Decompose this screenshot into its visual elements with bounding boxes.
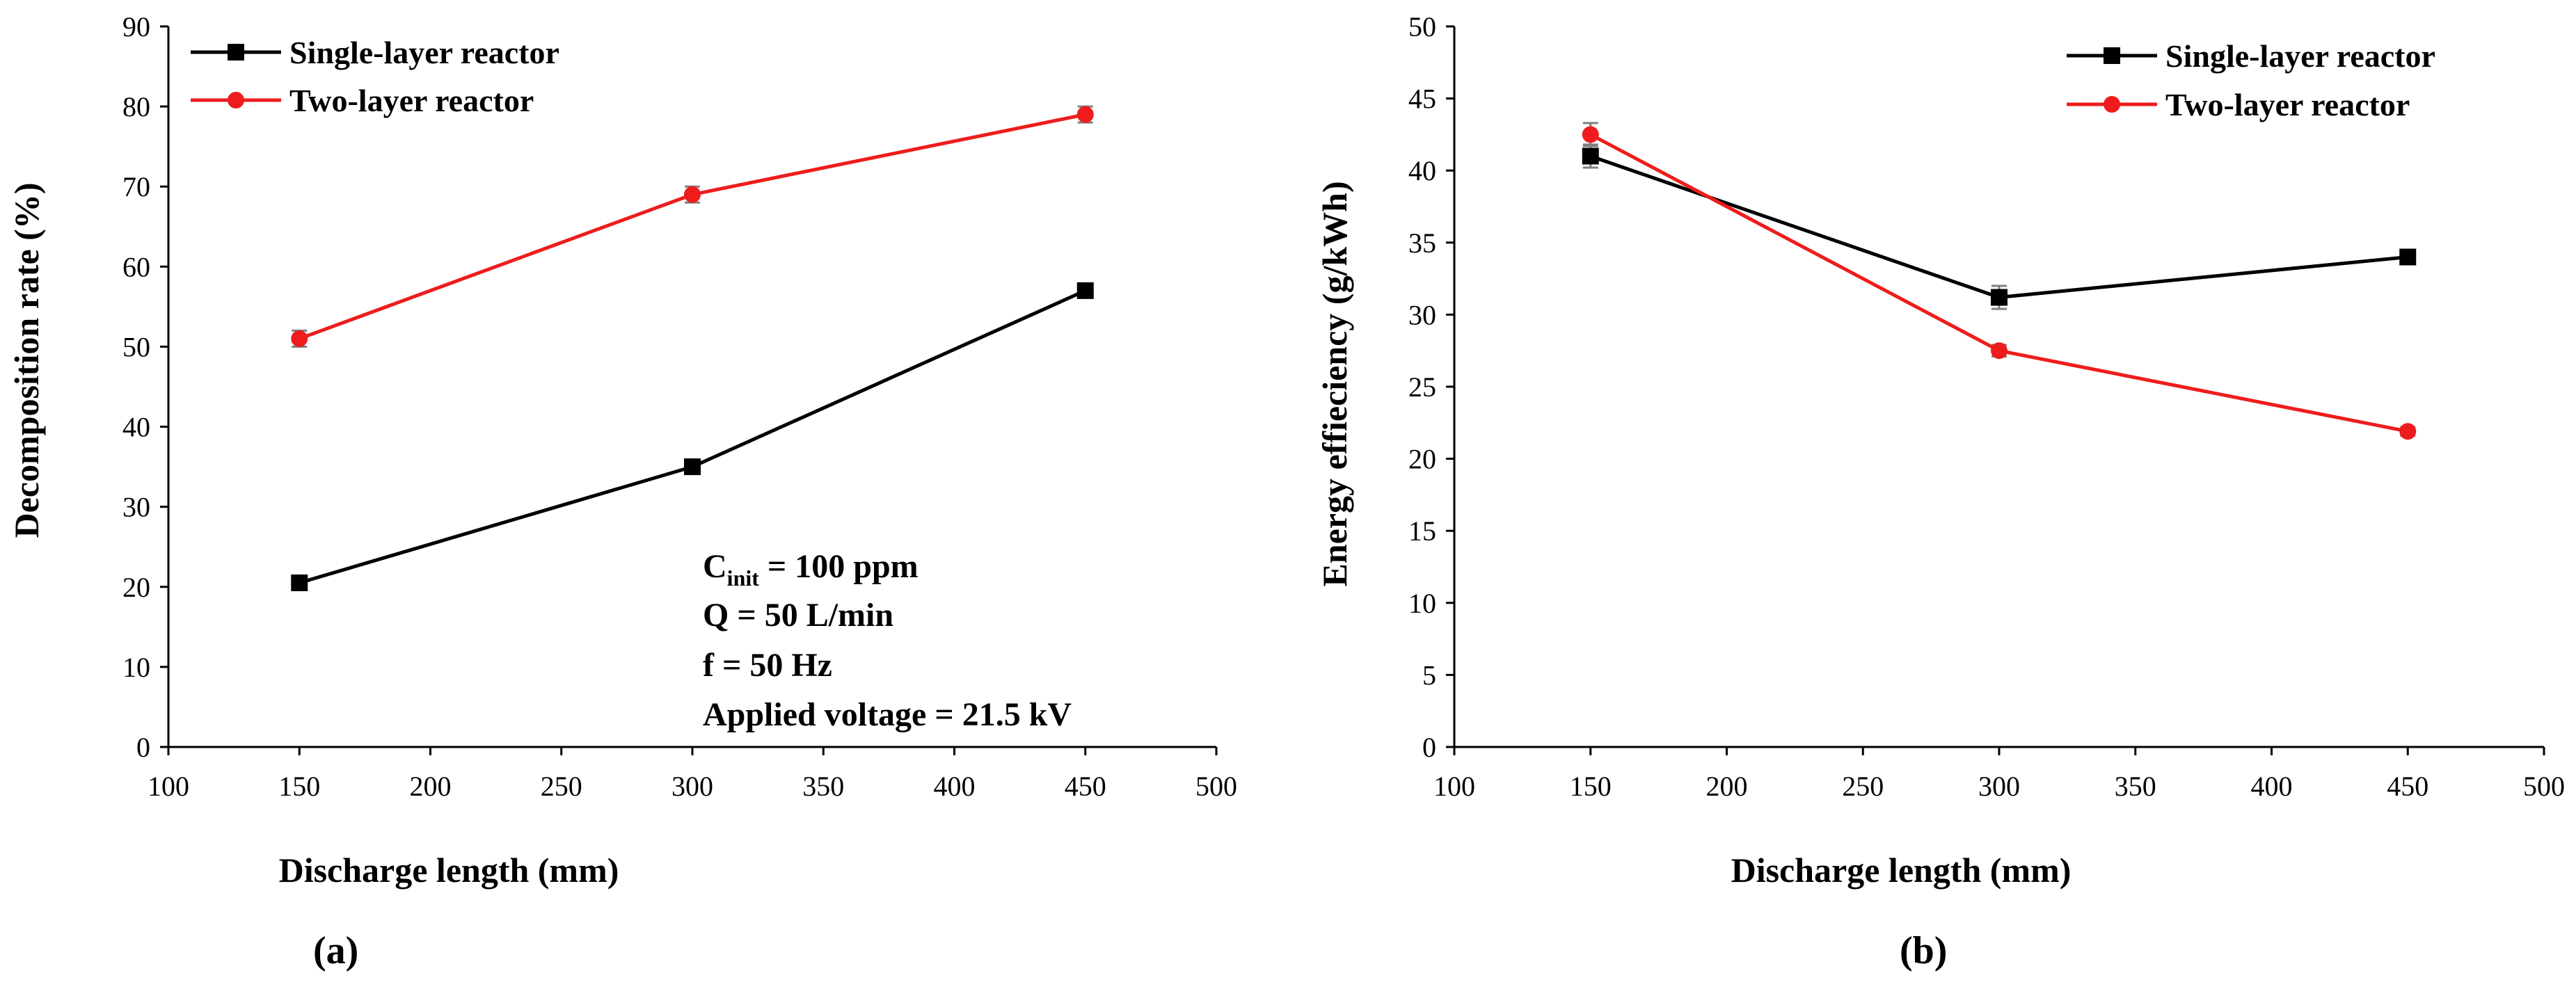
conditions-annotation: Cinit = 100 ppm Q = 50 L/min f = 50 Hz A… bbox=[703, 548, 1072, 733]
y-tick-label: 0 bbox=[136, 732, 150, 763]
annotation-flow: Q = 50 L/min bbox=[703, 597, 893, 634]
y-tick-label: 35 bbox=[1408, 227, 1436, 259]
legend-b: Single-layer reactor Two-layer reactor bbox=[2067, 38, 2435, 122]
legend-label-single-layer-b: Single-layer reactor bbox=[2165, 38, 2435, 74]
y-tick-label: 5 bbox=[1422, 659, 1436, 691]
cinit-main: C bbox=[703, 548, 727, 585]
series-line-single-layer bbox=[299, 289, 1086, 585]
panel-label-b: (b) bbox=[1900, 929, 1947, 972]
y-tick-label: 0 bbox=[1422, 732, 1436, 763]
x-tick-label: 500 bbox=[1195, 771, 1237, 802]
y-tick-label: 30 bbox=[122, 492, 150, 523]
legend-item-two-layer-b: Two-layer reactor bbox=[2067, 87, 2410, 122]
y-tick-label: 25 bbox=[1408, 371, 1436, 403]
x-axis-title-b: Discharge length (mm) bbox=[1731, 851, 2072, 890]
y-tick-label: 20 bbox=[122, 572, 150, 603]
y-tick-label: 30 bbox=[1408, 299, 1436, 330]
data-point-single-layer bbox=[1076, 282, 1094, 299]
x-tick-label: 300 bbox=[1978, 771, 2020, 802]
y-tick-label: 10 bbox=[1408, 588, 1436, 619]
panel-label-a: (a) bbox=[313, 929, 358, 972]
legend-item-two-layer-a: Two-layer reactor bbox=[191, 83, 534, 118]
legend-a: Single-layer reactor Two-layer reactor bbox=[191, 35, 559, 118]
x-tick-label: 200 bbox=[1706, 771, 1748, 802]
x-tick-label: 250 bbox=[1842, 771, 1884, 802]
legend-marker-two-layer-b bbox=[2104, 96, 2120, 113]
x-tick-label: 400 bbox=[2251, 771, 2293, 802]
x-tick-label: 200 bbox=[410, 771, 452, 802]
data-point-two-layer bbox=[1991, 342, 2007, 360]
x-tick-label: 450 bbox=[1065, 771, 1106, 802]
legend-item-single-layer-b: Single-layer reactor bbox=[2067, 38, 2435, 74]
x-tick-label: 500 bbox=[2523, 771, 2565, 802]
legend-marker-two-layer-a bbox=[228, 92, 244, 108]
y-tick-label: 50 bbox=[1408, 11, 1436, 42]
annotation-voltage: Applied voltage = 21.5 kV bbox=[703, 696, 1072, 733]
data-point-single-layer bbox=[1582, 147, 1599, 165]
cinit-subscript: init bbox=[727, 565, 760, 590]
chart-panel-b: 0 5 10 15 20 25 30 35 40 45 50 100 150 200 250 300 350 4… bbox=[1315, 11, 2565, 972]
axes-a bbox=[160, 25, 1218, 755]
annotation-cinit: Cinit = 100 ppm bbox=[703, 548, 919, 590]
x-tick-label: 350 bbox=[802, 771, 844, 802]
data-point-two-layer bbox=[2399, 423, 2417, 440]
markers-a bbox=[291, 106, 1094, 592]
x-tick-labels-a: 100 150 200 250 300 350 400 450 500 bbox=[148, 771, 1237, 802]
markers-b bbox=[1582, 126, 2417, 440]
x-tick-label: 400 bbox=[934, 771, 976, 802]
x-tick-label: 450 bbox=[2387, 771, 2428, 802]
series-line-two-layer bbox=[1589, 133, 2408, 433]
series-line-single-layer bbox=[1589, 154, 2408, 300]
y-tick-label: 60 bbox=[122, 251, 150, 282]
y-tick-label: 40 bbox=[1408, 155, 1436, 186]
legend-marker-single-layer-a bbox=[228, 44, 244, 61]
x-axis-title-a: Discharge length (mm) bbox=[279, 851, 619, 890]
y-tick-label: 80 bbox=[122, 91, 150, 122]
data-point-single-layer bbox=[684, 458, 701, 476]
legend-label-two-layer-b: Two-layer reactor bbox=[2165, 87, 2410, 122]
x-tick-label: 150 bbox=[278, 771, 320, 802]
x-tick-label: 150 bbox=[1570, 771, 1612, 802]
data-point-two-layer bbox=[1076, 106, 1094, 123]
series-lines-b bbox=[1589, 133, 2408, 433]
y-tick-label: 90 bbox=[122, 11, 150, 42]
legend-marker-single-layer-b bbox=[2104, 47, 2120, 64]
x-tick-label: 300 bbox=[671, 771, 713, 802]
data-point-two-layer bbox=[684, 186, 701, 203]
errorbars-b bbox=[1582, 122, 2416, 437]
chart-panel-a: 0 10 20 30 40 50 60 70 80 90 100 150 200 250 300 350 40… bbox=[7, 11, 1237, 972]
x-tick-labels-b: 100 150 200 250 300 350 400 450 500 bbox=[1433, 771, 2565, 802]
x-tick-label: 350 bbox=[2115, 771, 2156, 802]
data-point-two-layer bbox=[291, 330, 308, 347]
x-tick-label: 100 bbox=[148, 771, 189, 802]
annotation-frequency: f = 50 Hz bbox=[703, 647, 832, 684]
y-axis-title-a: Decomposition rate (%) bbox=[7, 183, 46, 538]
x-tick-label: 250 bbox=[541, 771, 582, 802]
y-tick-label: 15 bbox=[1408, 515, 1436, 547]
y-tick-label: 10 bbox=[122, 652, 150, 683]
data-point-two-layer bbox=[1582, 126, 1599, 143]
series-line-two-layer bbox=[299, 113, 1086, 341]
x-tick-label: 100 bbox=[1433, 771, 1475, 802]
data-point-single-layer bbox=[291, 574, 308, 592]
series-lines-a bbox=[299, 113, 1086, 585]
y-tick-label: 40 bbox=[122, 412, 150, 443]
data-point-single-layer bbox=[2399, 248, 2417, 266]
legend-item-single-layer-a: Single-layer reactor bbox=[191, 35, 559, 70]
y-tick-labels-b: 0 5 10 15 20 25 30 35 40 45 50 bbox=[1408, 11, 1436, 763]
y-axis-title-b: Energy effieciency (g/kWh) bbox=[1315, 181, 1354, 586]
y-tick-label: 70 bbox=[122, 171, 150, 202]
axes-b bbox=[1446, 25, 2545, 755]
y-tick-label: 20 bbox=[1408, 444, 1436, 475]
data-point-single-layer bbox=[1991, 289, 2007, 306]
cinit-value: = 100 ppm bbox=[759, 548, 919, 585]
errorbars-a bbox=[292, 105, 1093, 589]
y-tick-labels-a: 0 10 20 30 40 50 60 70 80 90 bbox=[122, 11, 150, 763]
legend-label-two-layer-a: Two-layer reactor bbox=[289, 83, 534, 118]
legend-label-single-layer-a: Single-layer reactor bbox=[289, 35, 559, 70]
y-tick-label: 50 bbox=[122, 331, 150, 362]
y-tick-label: 45 bbox=[1408, 83, 1436, 115]
